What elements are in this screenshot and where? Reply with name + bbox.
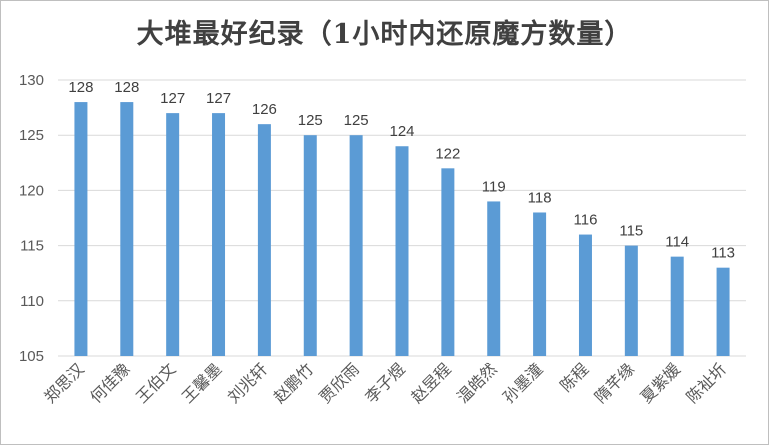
- y-tick-label: 105: [19, 348, 44, 365]
- data-label: 128: [68, 79, 93, 96]
- data-label: 119: [482, 178, 506, 195]
- data-label: 124: [389, 123, 414, 140]
- data-label: 127: [206, 90, 231, 107]
- category-label: 赵鹏竹: [270, 359, 317, 406]
- category-label: 赵昱程: [407, 359, 454, 406]
- bar: [716, 267, 730, 356]
- bar: [166, 113, 180, 357]
- bar: [74, 102, 88, 356]
- category-label: 贾欣雨: [316, 359, 363, 406]
- chart-title: 大堆最好纪录（1小时内还原魔方数量）: [136, 19, 633, 50]
- category-label: 王馨墨: [178, 359, 225, 406]
- bar: [349, 135, 363, 356]
- category-label: 刘兆轩: [224, 359, 271, 406]
- bar: [212, 113, 226, 357]
- bar: [533, 212, 547, 356]
- y-tick-label: 115: [20, 238, 44, 255]
- category-label: 何佳豫: [86, 359, 133, 406]
- data-label: 125: [344, 112, 369, 129]
- y-tick-label: 120: [19, 182, 44, 199]
- bar: [395, 146, 409, 356]
- bar: [257, 124, 271, 356]
- data-labels: 128 128 127 127 126 125 125 124 122 119 118 116 115 1…: [68, 79, 735, 262]
- bar: [120, 102, 134, 356]
- bar: [578, 234, 592, 356]
- data-label: 127: [160, 90, 185, 107]
- data-label: 115: [619, 223, 643, 240]
- category-label: 郑思汉: [40, 359, 87, 406]
- bar: [441, 168, 455, 356]
- data-label: 113: [711, 245, 735, 262]
- category-label: 隋芊缘: [591, 359, 638, 406]
- y-tick-label: 125: [19, 127, 44, 144]
- y-tick-label: 110: [20, 293, 44, 310]
- category-label: 陈程: [556, 359, 592, 395]
- y-axis-ticks: 105 110 115 120 125 130: [19, 72, 44, 365]
- data-label: 118: [528, 189, 552, 206]
- data-label: 126: [252, 101, 277, 118]
- bar: [670, 256, 684, 356]
- category-label: 孙墨潼: [499, 359, 546, 406]
- category-label: 陈祉圻: [683, 359, 730, 406]
- category-label: 温皓然: [453, 359, 500, 406]
- category-label: 王伯文: [132, 359, 179, 406]
- bar: [303, 135, 317, 356]
- data-label: 125: [298, 112, 323, 129]
- category-label: 夏紫媛: [637, 359, 684, 406]
- bar: [487, 201, 501, 356]
- data-label: 116: [574, 212, 598, 229]
- data-label: 114: [665, 234, 689, 251]
- category-label: 李子煜: [361, 359, 408, 406]
- bar: [624, 245, 638, 356]
- data-label: 122: [435, 145, 460, 162]
- data-label: 128: [114, 79, 139, 96]
- bars: [74, 102, 730, 357]
- y-tick-label: 130: [19, 72, 44, 89]
